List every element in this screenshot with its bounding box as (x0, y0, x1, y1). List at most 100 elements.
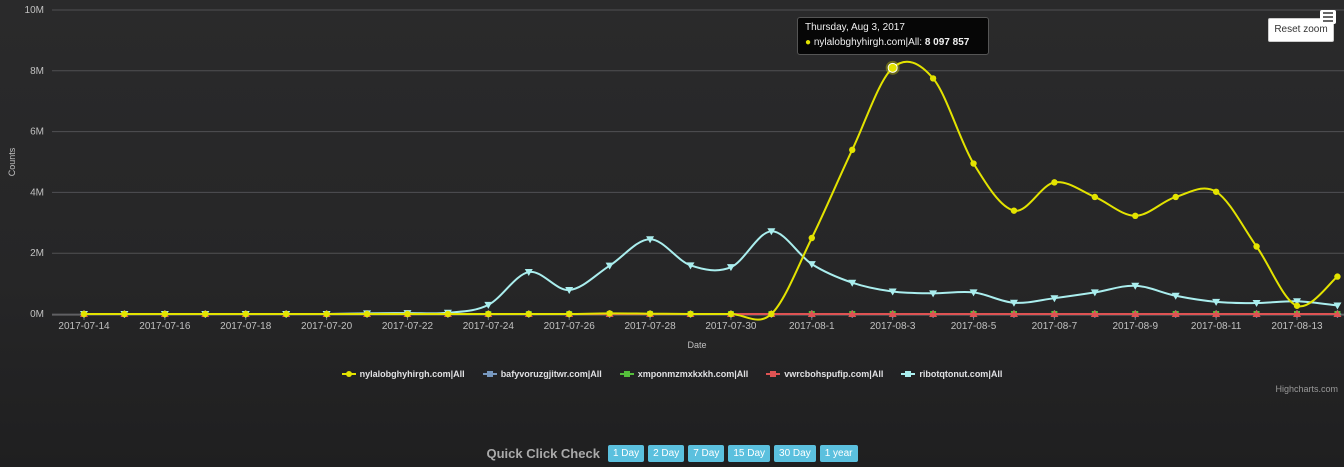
data-point (970, 160, 977, 167)
quick-btn-2-day[interactable]: 2 Day (648, 444, 685, 462)
legend-marker-icon (482, 369, 497, 379)
x-tick-label: 2017-07-16 (139, 321, 191, 332)
data-point (606, 310, 613, 317)
chart-legend: nylalobghyhirgh.com|All bafyvoruzgjitwr.c… (0, 366, 1344, 382)
quick-click-check-label: Quick Click Check (486, 445, 600, 461)
data-point (202, 310, 209, 318)
data-point (323, 310, 330, 318)
legend-marker-icon (766, 369, 781, 379)
y-tick-label: 4M (30, 187, 44, 198)
data-point (767, 228, 776, 236)
data-point (1333, 302, 1342, 310)
x-tick-label: 2017-07-20 (301, 321, 353, 332)
legend-item[interactable]: nylalobghyhirgh.com|All (341, 366, 465, 382)
data-point (1090, 310, 1099, 317)
line-chart: 0M 2M 4M 6M 8M 10M 2017-07-14 2017-07-16 2017-07… (7, 5, 1344, 350)
data-point (646, 310, 654, 317)
legend-marker-icon (619, 369, 634, 379)
quick-btn-7-day[interactable]: 7 Day (688, 444, 725, 462)
x-tick-label: 2017-08-1 (789, 321, 835, 332)
data-point (848, 310, 857, 317)
y-axis-title: Counts (7, 147, 17, 176)
data-point (929, 310, 938, 317)
data-point (484, 301, 493, 309)
legend-item[interactable]: ribotqtonut.com|All (901, 366, 1002, 382)
quick-btn-1-year[interactable]: 1 year (819, 444, 858, 462)
data-point (808, 234, 815, 242)
legend-label: nylalobghyhirgh.com|All (359, 369, 465, 379)
x-tick-label: 2017-08-11 (1191, 321, 1242, 332)
data-point (1334, 273, 1341, 280)
x-tick-label: 2017-08-9 (1112, 321, 1158, 332)
data-point (80, 310, 88, 318)
data-point (566, 310, 573, 318)
x-tick-label: 2017-07-24 (463, 321, 515, 332)
legend-item[interactable]: vwrcbohspufip.com|All (766, 366, 883, 382)
data-point (969, 289, 978, 297)
quick-btn-15-day[interactable]: 15 Day (728, 444, 771, 462)
legend-label: ribotqtonut.com|All (919, 369, 1003, 379)
data-point (1050, 310, 1059, 317)
x-tick-label: 2017-08-5 (951, 321, 997, 332)
legend-marker-icon (901, 369, 916, 379)
data-point (969, 310, 978, 317)
y-tick-label: 2M (30, 248, 44, 259)
legend-marker-icon (341, 369, 356, 379)
data-point (121, 310, 128, 318)
data-point (524, 269, 533, 277)
x-tick-label: 2017-08-3 (870, 321, 916, 332)
quick-btn-1-day[interactable]: 1 Day (607, 444, 645, 462)
data-point (888, 288, 897, 296)
legend-item[interactable]: xmponmzmxkxkh.com|All (619, 366, 749, 382)
data-point (1171, 292, 1180, 300)
quick-btn-30-day[interactable]: 30 Day (774, 444, 816, 462)
chart-tooltip: Thursday, Aug 3, 2017 ● nylalobghyhirgh.… (797, 17, 989, 55)
legend-item[interactable]: bafyvoruzgjitwr.com|All (482, 366, 602, 382)
x-tick-label: 2017-07-30 (705, 321, 757, 332)
data-point (687, 310, 694, 318)
data-point (1293, 310, 1301, 317)
data-point (1091, 193, 1099, 201)
data-point (485, 310, 492, 318)
data-point (1293, 302, 1301, 309)
data-point (1293, 298, 1301, 306)
data-point (282, 310, 290, 318)
data-point (1212, 310, 1221, 317)
data-point (1010, 207, 1018, 214)
reset-zoom-button[interactable]: Reset zoom (1268, 18, 1334, 42)
data-point (1252, 300, 1261, 308)
data-point (565, 286, 574, 294)
data-point (525, 310, 532, 318)
data-point (242, 310, 249, 318)
legend-label: bafyvoruzgjitwr.com|All (500, 369, 602, 379)
data-point (1132, 212, 1139, 220)
data-point (1050, 295, 1059, 303)
x-tick-label: 2017-08-13 (1271, 321, 1323, 332)
tooltip-series-bullet: ● (805, 37, 812, 48)
x-tick-label: 2017-07-14 (58, 321, 110, 332)
data-point (1172, 193, 1179, 201)
series-line (84, 60, 1339, 321)
chart-menu-icon[interactable] (1320, 10, 1336, 24)
chart-area: 0M 2M 4M 6M 8M 10M 2017-07-14 2017-07-16 2017-07… (7, 5, 1344, 350)
data-point (686, 262, 695, 270)
data-point (646, 236, 655, 244)
y-tick-label: 10M (25, 5, 44, 16)
y-tick-label: 8M (30, 66, 44, 77)
data-point (444, 310, 452, 318)
data-point (807, 261, 816, 269)
tooltip-date: Thursday, Aug 3, 2017 (805, 22, 905, 33)
data-point (1131, 282, 1140, 290)
data-point (1212, 188, 1220, 195)
highcharts-credits[interactable]: Highcharts.com (1275, 384, 1338, 394)
data-point (1051, 179, 1058, 186)
data-point (1090, 289, 1099, 297)
data-point (1171, 310, 1180, 317)
x-tick-label: 2017-07-28 (624, 321, 676, 332)
y-tick-label: 0M (30, 309, 44, 320)
x-tick-label: 2017-07-22 (382, 321, 434, 332)
quick-click-check-bar: Quick Click Check 1 Day 2 Day 7 Day 15 D… (0, 443, 1344, 463)
legend-label: vwrcbohspufip.com|All (784, 369, 884, 379)
legend-label: xmponmzmxkxkh.com|All (637, 369, 749, 379)
data-point (1333, 310, 1342, 317)
